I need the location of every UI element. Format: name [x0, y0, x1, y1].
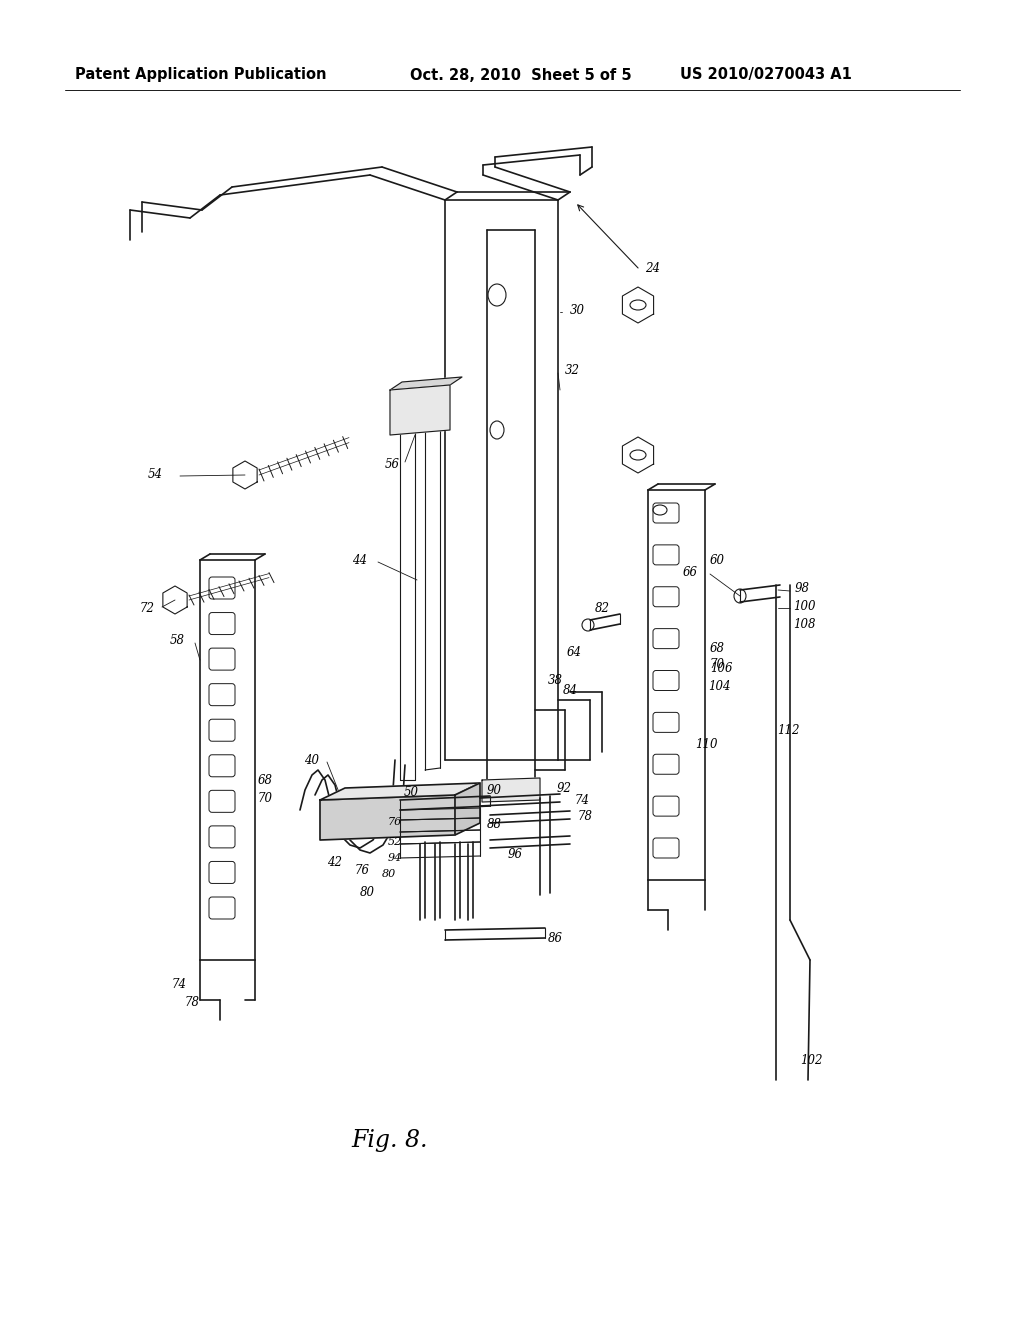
Text: Fig. 8.: Fig. 8. [352, 1129, 428, 1151]
Text: Oct. 28, 2010  Sheet 5 of 5: Oct. 28, 2010 Sheet 5 of 5 [410, 67, 632, 82]
Text: 72: 72 [140, 602, 155, 615]
Text: 106: 106 [710, 661, 732, 675]
Text: Patent Application Publication: Patent Application Publication [75, 67, 327, 82]
Text: 52: 52 [388, 837, 402, 847]
Text: 66: 66 [683, 566, 698, 579]
Text: 74: 74 [172, 978, 187, 991]
Text: 82: 82 [595, 602, 610, 615]
Text: 94: 94 [388, 853, 402, 863]
Text: 56: 56 [385, 458, 400, 471]
Text: 32: 32 [565, 363, 580, 376]
Text: 96: 96 [508, 847, 523, 861]
Text: 80: 80 [360, 886, 375, 899]
Polygon shape [319, 783, 480, 800]
Text: 78: 78 [578, 809, 593, 822]
Text: 80: 80 [382, 869, 396, 879]
Text: 76: 76 [388, 817, 402, 828]
Text: 54: 54 [148, 469, 163, 482]
Text: 60: 60 [710, 553, 725, 566]
Text: 104: 104 [708, 680, 730, 693]
Text: 76: 76 [355, 863, 370, 876]
Text: 84: 84 [563, 684, 578, 697]
Text: 110: 110 [695, 738, 718, 751]
Text: 40: 40 [304, 754, 319, 767]
Text: 68: 68 [710, 642, 725, 655]
Text: 88: 88 [487, 818, 502, 832]
Text: 100: 100 [793, 599, 815, 612]
Text: 70: 70 [258, 792, 273, 804]
Text: US 2010/0270043 A1: US 2010/0270043 A1 [680, 67, 852, 82]
Text: 38: 38 [548, 673, 563, 686]
Text: 74: 74 [575, 793, 590, 807]
Polygon shape [390, 385, 450, 436]
Polygon shape [455, 783, 480, 836]
Text: 86: 86 [548, 932, 563, 945]
Text: 98: 98 [795, 582, 810, 594]
Text: 44: 44 [352, 553, 367, 566]
Text: 58: 58 [170, 634, 185, 647]
Text: 24: 24 [645, 261, 660, 275]
Text: 64: 64 [567, 645, 582, 659]
Text: 68: 68 [258, 774, 273, 787]
Polygon shape [482, 777, 540, 803]
Text: 30: 30 [570, 304, 585, 317]
Text: 70: 70 [710, 659, 725, 672]
Text: 78: 78 [185, 995, 200, 1008]
Text: 50: 50 [404, 787, 419, 800]
Text: 92: 92 [557, 781, 572, 795]
Text: 90: 90 [487, 784, 502, 796]
Text: 42: 42 [327, 855, 342, 869]
Text: 102: 102 [800, 1053, 822, 1067]
Text: 112: 112 [777, 723, 800, 737]
Polygon shape [390, 378, 462, 389]
Text: 108: 108 [793, 618, 815, 631]
Polygon shape [319, 795, 455, 840]
